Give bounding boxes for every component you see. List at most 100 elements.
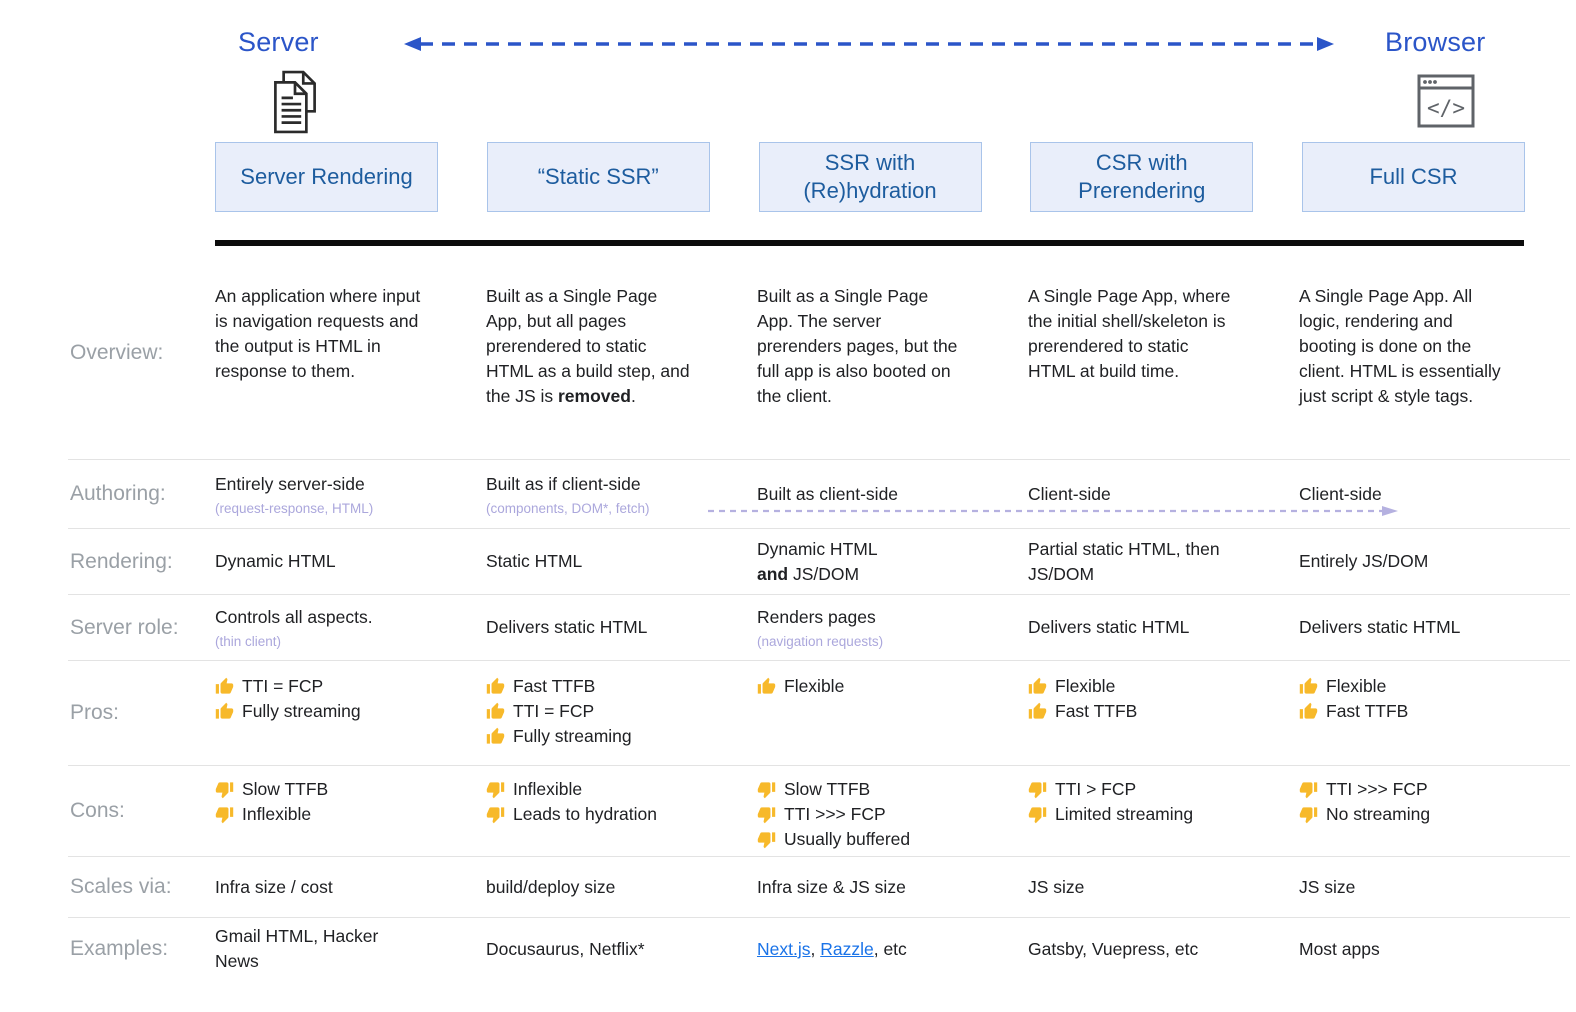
thumbs-down-icon bbox=[215, 807, 234, 824]
table-top-divider bbox=[215, 240, 1524, 246]
cell-text: An application where input is navigation… bbox=[215, 284, 425, 384]
item-label: No streaming bbox=[1326, 804, 1431, 824]
cell-server-role-col5: Delivers static HTML bbox=[1299, 615, 1570, 640]
cell-scales-via-col3: Infra size & JS size bbox=[757, 875, 1028, 900]
text-segment: Docusaurus, Netflix* bbox=[486, 938, 645, 959]
cell-overview-col2: Built as a Single Page App, but all page… bbox=[486, 246, 757, 409]
server-browser-spectrum-arrow-icon bbox=[404, 37, 1334, 51]
column-header-csr-with-prerendering: CSR with Prerendering bbox=[1030, 142, 1254, 212]
text-segment: , etc bbox=[873, 938, 907, 959]
thumbs-up-icon bbox=[1299, 702, 1318, 719]
cell-pros-col4: Flexible Fast TTFB bbox=[1028, 661, 1299, 724]
text-segment: Built as a Single Page App. The server p… bbox=[757, 286, 958, 406]
item-label: Flexible bbox=[1055, 676, 1116, 696]
cell-server-role-col4: Delivers static HTML bbox=[1028, 615, 1299, 640]
server-endpoint-label: Server bbox=[238, 27, 319, 57]
row-label-authoring: Authoring: bbox=[70, 482, 166, 505]
thumbs-up-icon bbox=[1028, 677, 1047, 694]
text-segment: A Single Page App. All logic, rendering … bbox=[1299, 286, 1501, 406]
con-item: Inflexible bbox=[486, 777, 707, 802]
pro-item: Fully streaming bbox=[215, 699, 436, 724]
example-link-next-js[interactable]: Next.js bbox=[757, 938, 811, 959]
thumbs-down-icon bbox=[757, 807, 776, 824]
text-segment: Gmail HTML, Hacker News bbox=[215, 926, 379, 971]
thumbs-up-icon bbox=[486, 702, 505, 719]
cell-text: Most apps bbox=[1299, 937, 1509, 962]
item-label: Inflexible bbox=[513, 779, 583, 799]
text-segment: Built as a Single Page App, but all page… bbox=[486, 286, 690, 406]
column-header-static-ssr: “Static SSR” bbox=[486, 142, 710, 212]
row-label-cons: Cons: bbox=[70, 799, 125, 822]
item-label: Fast TTFB bbox=[1055, 701, 1138, 721]
table-row-examples: Examples: Gmail HTML, Hacker News Docusaur… bbox=[68, 918, 1570, 980]
item-label: TTI = FCP bbox=[242, 676, 324, 696]
client-side-dashed-arrow-icon bbox=[708, 504, 1398, 518]
text-segment: An application where input is navigation… bbox=[215, 286, 421, 381]
pro-item: TTI = FCP bbox=[486, 699, 707, 724]
cell-text: Infra size & JS size bbox=[757, 875, 967, 900]
cell-text: Delivers static HTML bbox=[1028, 615, 1238, 640]
con-item: Leads to hydration bbox=[486, 802, 707, 827]
thumbs-up-icon bbox=[757, 677, 776, 694]
example-link-razzle[interactable]: Razzle bbox=[820, 938, 874, 959]
item-label: TTI > FCP bbox=[1055, 779, 1137, 799]
cell-cons-col1: Slow TTFB Inflexible bbox=[215, 766, 486, 827]
text-segment: Client-side bbox=[1028, 483, 1111, 504]
con-item: No streaming bbox=[1299, 802, 1520, 827]
item-label: TTI = FCP bbox=[513, 701, 595, 721]
cell-authoring-col4: Client-side bbox=[1028, 482, 1299, 507]
cell-authoring-col5: Client-side bbox=[1299, 482, 1570, 507]
thumbs-down-icon bbox=[486, 782, 505, 799]
pro-item: Fully streaming bbox=[486, 724, 707, 749]
cell-authoring-col3: Built as client-side bbox=[757, 482, 1028, 507]
cell-authoring-col2: Built as if client-side (components, DOM*… bbox=[486, 472, 757, 517]
item-label: Flexible bbox=[784, 676, 845, 696]
cell-pros-col5: Flexible Fast TTFB bbox=[1299, 661, 1570, 724]
thumbs-down-icon bbox=[486, 807, 505, 824]
cell-text: Entirely server-side bbox=[215, 472, 425, 497]
text-segment: and bbox=[757, 563, 789, 584]
cell-text: Dynamic HTML and JS/DOM bbox=[757, 537, 967, 587]
item-label: Fully streaming bbox=[242, 701, 361, 721]
pro-item: Flexible bbox=[1299, 674, 1520, 699]
text-segment: Partial static HTML, then JS/DOM bbox=[1028, 538, 1220, 584]
table-row-overview: Overview: An application where input is n… bbox=[68, 246, 1570, 460]
thumbs-down-icon bbox=[1299, 782, 1318, 799]
text-segment: Client-side bbox=[1299, 483, 1382, 504]
cell-scales-via-col2: build/deploy size bbox=[486, 875, 757, 900]
comparison-table: Overview: An application where input is n… bbox=[68, 246, 1570, 980]
item-label: Inflexible bbox=[242, 804, 312, 824]
item-label: Fast TTFB bbox=[513, 676, 596, 696]
cell-text: Gatsby, Vuepress, etc bbox=[1028, 937, 1238, 962]
cell-text: Built as if client-side bbox=[486, 472, 696, 497]
con-item: Limited streaming bbox=[1028, 802, 1249, 827]
pro-item: TTI = FCP bbox=[215, 674, 436, 699]
con-item: TTI >>> FCP bbox=[1299, 777, 1520, 802]
text-segment: Infra size / cost bbox=[215, 876, 333, 897]
cell-rendering-col2: Static HTML bbox=[486, 549, 757, 574]
cell-examples-col3: Next.js, Razzle, etc bbox=[757, 937, 1028, 962]
con-item: Usually buffered bbox=[757, 827, 978, 852]
cell-text: Client-side bbox=[1299, 482, 1509, 507]
pro-item: Flexible bbox=[1028, 674, 1249, 699]
text-segment: Entirely server-side bbox=[215, 473, 365, 494]
table-row-authoring: Authoring: Entirely server-side (request-r… bbox=[68, 460, 1570, 529]
cell-pros-col3: Flexible bbox=[757, 661, 1028, 699]
cell-overview-col3: Built as a Single Page App. The server p… bbox=[757, 246, 1028, 409]
thumbs-up-icon bbox=[486, 677, 505, 694]
text-segment: Dynamic HTML bbox=[757, 538, 878, 559]
thumbs-up-icon bbox=[1299, 677, 1318, 694]
con-item: Inflexible bbox=[215, 802, 436, 827]
thumbs-up-icon bbox=[215, 677, 234, 694]
item-label: Leads to hydration bbox=[513, 804, 657, 824]
text-segment: Infra size & JS size bbox=[757, 876, 906, 897]
cell-cons-col4: TTI > FCP Limited streaming bbox=[1028, 766, 1299, 827]
cell-examples-col2: Docusaurus, Netflix* bbox=[486, 937, 757, 962]
cell-authoring-col1: Entirely server-side (request-response, H… bbox=[215, 472, 486, 517]
cell-scales-via-col4: JS size bbox=[1028, 875, 1299, 900]
table-row-cons: Cons: Slow TTFB Inflexible Inflexible Leads … bbox=[68, 766, 1570, 857]
cell-examples-col5: Most apps bbox=[1299, 937, 1570, 962]
text-segment: Built as if client-side bbox=[486, 473, 641, 494]
item-label: Limited streaming bbox=[1055, 804, 1194, 824]
